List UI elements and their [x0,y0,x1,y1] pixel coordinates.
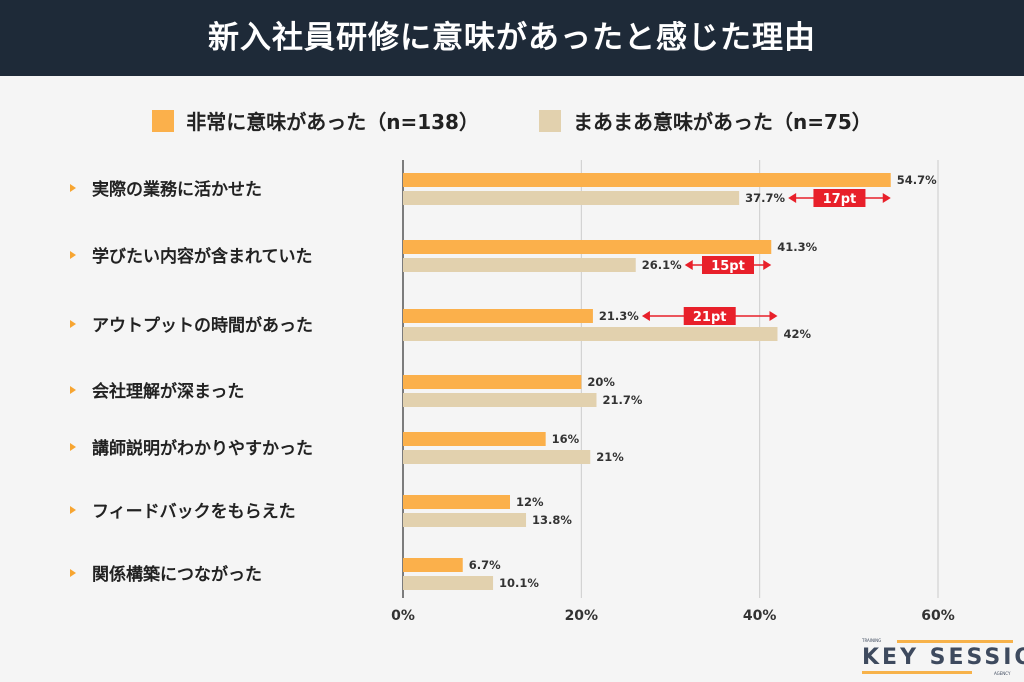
legend-label: まあまあ意味があった（n=75） [572,110,872,134]
data-label: 13.8% [532,513,572,527]
bar [403,432,546,446]
data-label: 54.7% [897,173,937,187]
difference-label: 15pt [711,259,745,274]
data-label: 37.7% [745,191,785,205]
data-label: 10.1% [499,576,539,590]
legend-swatch [538,109,561,132]
legend-label: 非常に意味があった（n=138） [186,110,479,134]
legend-swatch [152,109,175,132]
data-label: 12% [516,495,544,509]
bullet-icon [70,184,76,192]
data-label: 21% [596,450,624,464]
category-label: 講師説明がわかりやすかった [92,438,313,459]
data-label: 16% [552,432,580,446]
arrow-right-icon [769,311,778,321]
arrow-left-icon [684,260,693,270]
legend: 非常に意味があった（n=138） まあまあ意味があった（n=75） [0,106,1024,135]
arrow-right-icon [882,193,891,203]
bar [403,191,740,205]
data-label: 41.3% [777,240,817,254]
category-label: アウトプットの時間があった [92,315,313,336]
bullet-icon [70,386,76,394]
bar [403,375,582,389]
bullet-icon [70,251,76,259]
difference-badge [701,256,754,274]
data-label: 21.7% [602,393,642,407]
bar [403,576,494,590]
bar [403,309,593,323]
difference-label: 21pt [693,310,727,325]
difference-badge [683,307,736,325]
bullet-icon [70,506,76,514]
x-tick-label: 20% [565,608,599,624]
x-tick-label: 0% [391,608,415,624]
difference-label: 17pt [823,192,857,207]
data-label: 21.3% [599,309,639,323]
x-tick-label: 60% [921,608,955,624]
category-label: 関係構築につながった [92,564,262,585]
bar [403,450,591,464]
arrow-left-icon [788,193,797,203]
bar [403,558,463,572]
bar [403,495,510,509]
legend-item-very: 非常に意味があった（n=138） [152,106,479,135]
bar [403,393,597,407]
data-label: 42% [784,327,812,341]
category-label: 実際の業務に活かせた [92,179,262,200]
category-label: 学びたい内容が含まれていた [92,246,313,267]
difference-badge [813,189,866,207]
bar [403,258,636,272]
bar [403,327,778,341]
legend-item-somewhat: まあまあ意味があった（n=75） [538,106,872,135]
arrow-left-icon [641,311,650,321]
bullet-icon [70,569,76,577]
category-label: 会社理解が深まった [92,381,244,402]
arrow-right-icon [763,260,772,270]
bar [403,240,772,254]
data-label: 20% [587,375,615,389]
data-label: 26.1% [642,258,682,272]
bullet-icon [70,443,76,451]
category-label: フィードバックをもらえた [92,502,296,522]
data-label: 6.7% [469,558,501,572]
bar [403,513,527,527]
bullet-icon [70,320,76,328]
x-tick-label: 40% [743,608,777,624]
bar [403,173,891,187]
page-title: 新入社員研修に意味があったと感じた理由 [0,0,1024,76]
